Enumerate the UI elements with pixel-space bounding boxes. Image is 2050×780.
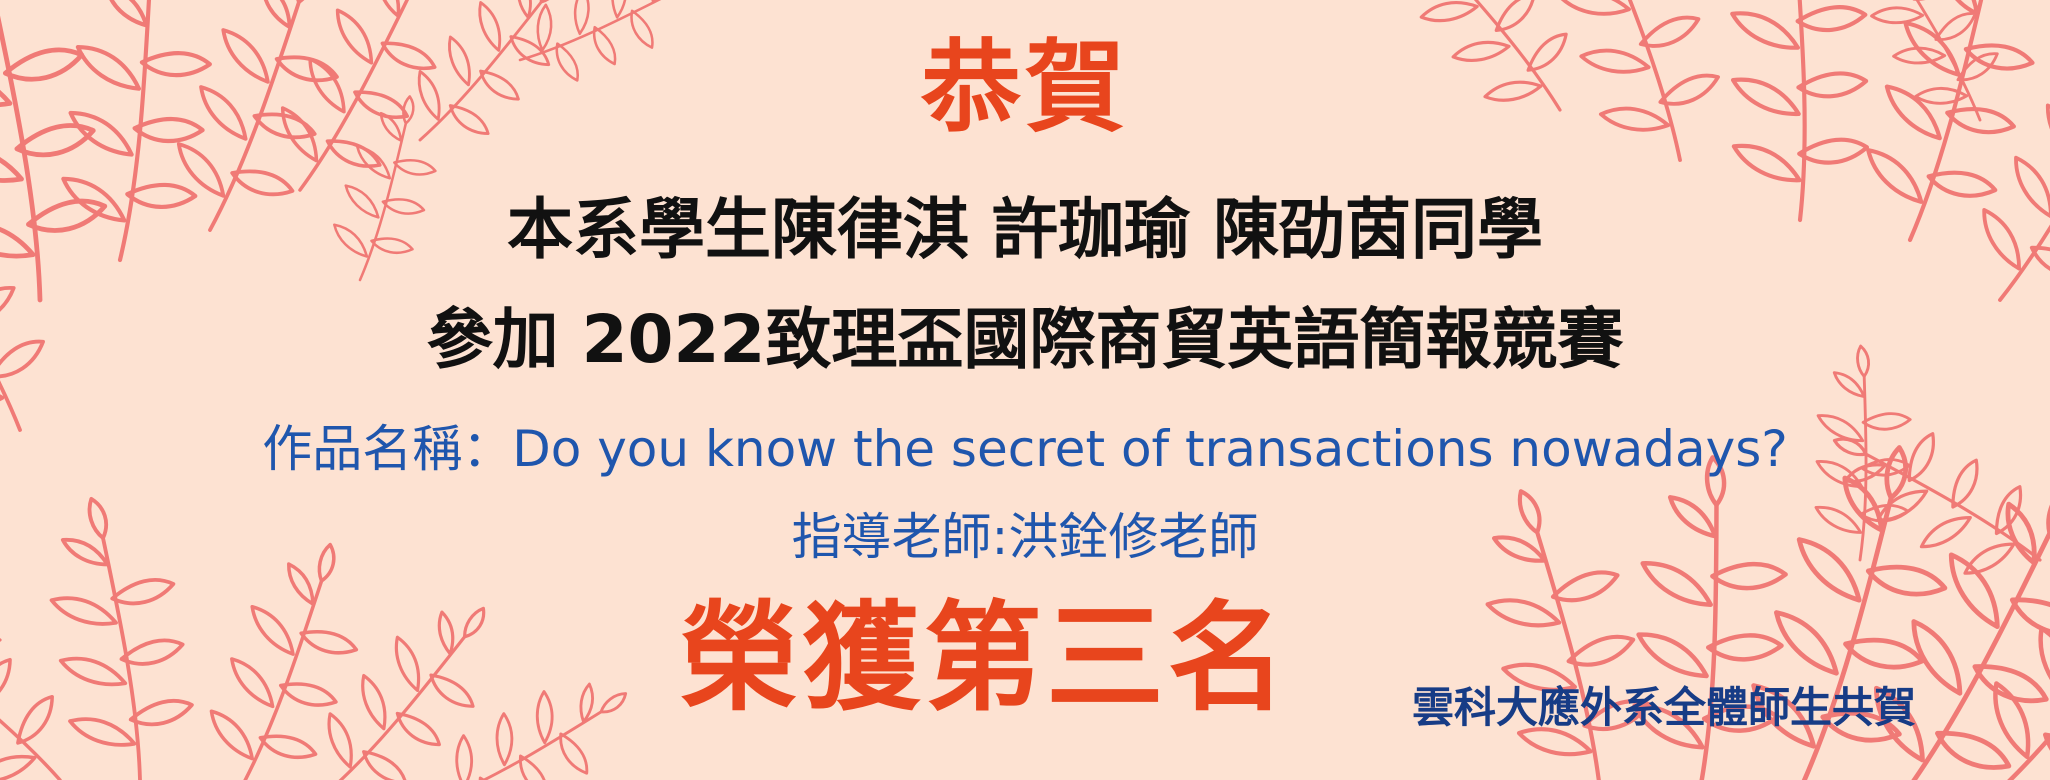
students-line: 本系學生陳律淇 許珈瑜 陳劭茵同學 [507,191,1543,268]
signature-line: 雲科大應外系全體師生共賀 [1412,683,1917,732]
congrats-heading: 恭賀 [921,29,1129,146]
award-heading: 榮獲第三名 [680,589,1291,727]
work-title-line: 作品名稱：Do you know the secret of transacti… [262,420,1788,478]
advisor-line: 指導老師:洪銓修老師 [791,508,1259,566]
competition-line: 參加 2022致理盃國際商貿英語簡報競賽 [426,301,1624,378]
